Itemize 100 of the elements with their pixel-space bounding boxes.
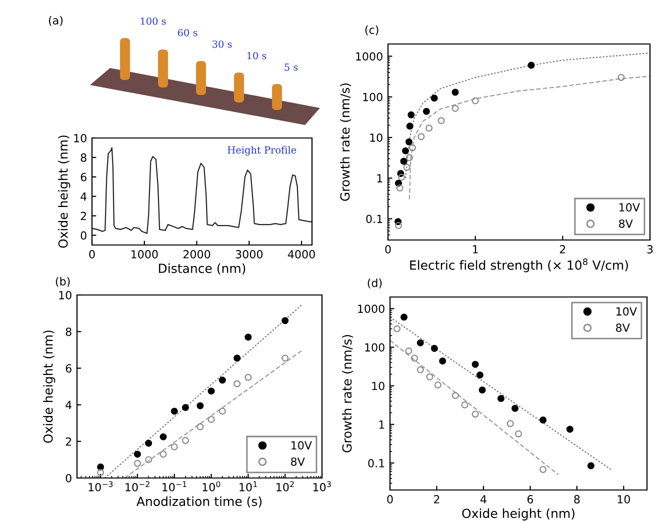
x-tick-label: 10$^{3}$ xyxy=(313,481,331,492)
line-series xyxy=(92,147,312,234)
legend-label: 8V xyxy=(616,324,630,332)
point xyxy=(406,122,414,130)
y-tick-label: 1 xyxy=(379,420,384,429)
point xyxy=(472,360,479,368)
y-tick-label: 1000 xyxy=(356,52,382,61)
point xyxy=(422,108,430,115)
point xyxy=(208,388,215,395)
x-tick-label: 8 xyxy=(574,495,580,504)
y-tick-label: 6 xyxy=(66,364,72,373)
y-tick-label: 10 xyxy=(74,134,86,142)
x-tick-label: 6 xyxy=(527,495,534,504)
point xyxy=(182,404,189,412)
point xyxy=(430,94,438,102)
point xyxy=(145,440,152,447)
point xyxy=(540,416,547,424)
x-tick-label: 10$^{2}$ xyxy=(276,481,294,492)
y-tick-label: 100 xyxy=(365,343,384,352)
x-tick-label: 0 xyxy=(387,495,393,504)
x-tick-label: 1 xyxy=(473,245,478,254)
text: 5 s xyxy=(284,64,298,71)
x-tick-label: 10 xyxy=(618,495,630,504)
point xyxy=(476,372,484,379)
y-tick-label: 0.1 xyxy=(368,458,384,468)
y-tick-label: 8 xyxy=(80,153,86,162)
legend-label: 10V xyxy=(619,203,640,212)
text: 10 s xyxy=(247,52,266,60)
text: 60 s xyxy=(178,28,198,36)
point xyxy=(400,314,408,321)
x-axis-title: Anodization time (s) xyxy=(136,496,262,508)
point xyxy=(587,462,594,470)
point xyxy=(566,426,574,433)
text: (d) xyxy=(368,278,382,288)
y-axis-title: Growth rate (nm/s) xyxy=(342,334,354,452)
y-tick-label: 0 xyxy=(80,231,86,240)
x-tick-label: 1000 xyxy=(131,250,158,258)
point xyxy=(528,62,535,69)
point xyxy=(497,394,504,402)
x-tick-label: 0 xyxy=(385,245,391,254)
y-tick-label: 1000 xyxy=(358,304,384,313)
y-tick-label: 100 xyxy=(363,92,382,102)
point xyxy=(400,158,408,165)
text: 30 s xyxy=(212,40,232,48)
point xyxy=(196,402,204,410)
legend-label: 8V xyxy=(291,457,305,466)
point xyxy=(394,218,402,226)
x-tick-label: 10$^{1}$ xyxy=(240,481,257,492)
y-tick-label: 2 xyxy=(66,437,72,446)
text: (b) xyxy=(56,276,70,287)
y-tick-label: 2 xyxy=(80,212,86,220)
point xyxy=(402,147,409,154)
y-tick-label: 1 xyxy=(377,174,382,182)
y-tick-label: 6 xyxy=(80,172,86,182)
point xyxy=(397,170,404,177)
y-tick-label: 10 xyxy=(59,290,72,300)
x-tick-label: 4 xyxy=(480,495,486,504)
y-tick-label: 4 xyxy=(80,192,87,201)
point xyxy=(430,344,438,352)
point xyxy=(134,450,141,458)
x-tick-label: 4000 xyxy=(288,250,315,258)
x-tick-label: 2 xyxy=(560,245,566,254)
x-axis-title: Electric field strength (× 10$^{8}$ V/cm) xyxy=(410,258,628,272)
y-tick-label: 10 xyxy=(372,382,384,390)
x-tick-label: 3000 xyxy=(236,250,263,258)
x-tick-label: 0 xyxy=(89,250,95,258)
annotation: Height Profile xyxy=(228,146,296,156)
point xyxy=(408,111,415,118)
x-tick-label: 2000 xyxy=(183,250,210,258)
y-axis-title: Growth rate (nm/s) xyxy=(340,83,352,201)
point xyxy=(478,386,486,394)
text: (c) xyxy=(365,25,378,36)
point xyxy=(452,88,459,96)
y-tick-label: 0.1 xyxy=(366,214,382,224)
point xyxy=(405,138,412,146)
y-tick-label: 10 xyxy=(370,133,382,142)
x-tick-label: 10$^{−1}$ xyxy=(162,481,186,492)
line-series xyxy=(408,76,650,200)
point xyxy=(511,404,518,412)
x-axis-title: Distance (nm) xyxy=(158,263,246,275)
x-tick-label: 3 xyxy=(647,245,653,254)
point xyxy=(394,180,402,187)
x-tick-label: 10$^{0}$ xyxy=(202,481,220,492)
y-axis-title: Oxide height (nm) xyxy=(43,330,56,443)
y-axis-title: Oxide height (nm) xyxy=(58,136,70,248)
point xyxy=(439,357,446,364)
point xyxy=(234,354,241,362)
x-tick-label: 10$^{−3}$ xyxy=(88,481,113,492)
x-axis-title: Oxide height (nm) xyxy=(462,508,574,520)
legend-label: 10V xyxy=(616,307,637,316)
y-tick-label: 4 xyxy=(66,400,72,410)
y-tick-label: 8 xyxy=(66,328,72,336)
text: (a) xyxy=(48,16,63,26)
point xyxy=(416,339,424,346)
point xyxy=(170,408,178,415)
x-tick-label: 10$^{−2}$ xyxy=(126,481,150,492)
legend-label: 10V xyxy=(291,441,312,450)
y-tick-label: 0 xyxy=(66,474,72,482)
x-tick-label: 2 xyxy=(434,495,440,504)
legend-label: 8V xyxy=(619,219,633,228)
